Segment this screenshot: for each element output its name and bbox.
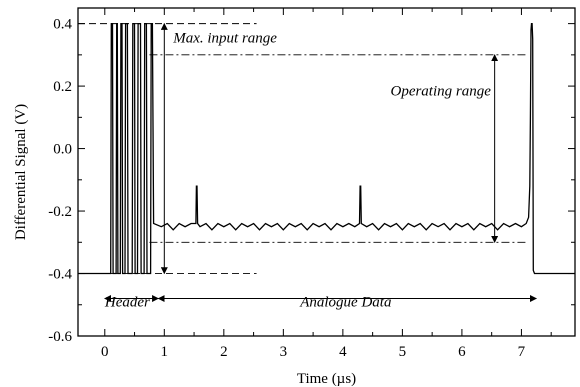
x-tick-label-6: 6 [458,344,466,360]
x-tick-label-4: 4 [339,344,347,360]
series-line-0 [78,22,575,275]
operating-range-label: Operating range [390,83,491,99]
y-tick-label-1: -0.4 [48,267,72,283]
y-axis-title: Differential Signal (V) [13,104,29,240]
plot-frame [77,7,576,337]
x-tick-label-5: 5 [399,344,407,360]
x-tick-label-0: 0 [101,344,109,360]
arrows-group [104,22,538,303]
y-tick-label-5: 0.4 [53,17,72,33]
series-group [78,22,575,275]
x-tick-label-7: 7 [518,344,526,360]
max-input-range-label: Max. input range [172,30,277,46]
header-label: Header [104,294,150,310]
ticks-group: 0 1 2 3 4 5 6 7 -0.6 -0.4 -0.2 0.0 0.2 0.4 [48,8,575,360]
y-tick-label-0: -0.6 [48,329,72,345]
x-tick-label-2: 2 [220,344,228,360]
y-tick-label-4: 0.2 [53,79,72,95]
analogue-data-label: Analogue Data [299,294,391,310]
y-tick-label-3: 0.0 [53,142,72,158]
x-tick-label-3: 3 [280,344,288,360]
y-tick-label-2: -0.2 [48,204,72,220]
x-tick-label-1: 1 [161,344,169,360]
annotations-group: Max. input range Operating range Header … [104,30,491,310]
reference-lines [78,23,528,274]
x-axis-title: Time (µs) [297,371,356,387]
